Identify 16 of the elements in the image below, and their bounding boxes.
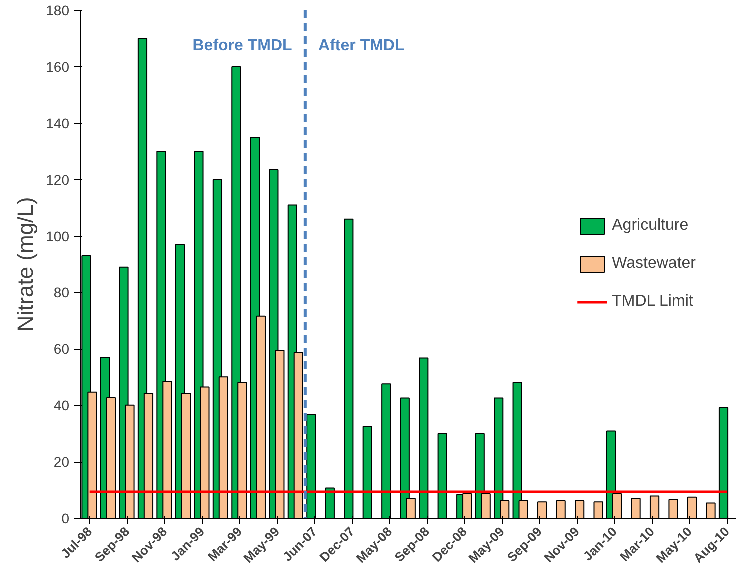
y-tick-label: 0 <box>62 510 70 526</box>
legend-label: Agriculture <box>612 217 689 235</box>
y-tick-label: 120 <box>46 172 70 188</box>
legend-label: TMDL Limit <box>612 293 694 311</box>
y-tick-label: 60 <box>54 341 70 358</box>
y-axis-title: Nitrate (mg/L) <box>13 197 38 332</box>
y-tick-label: 40 <box>54 398 70 414</box>
legend-label: Wastewater <box>612 255 696 273</box>
y-tick-label: 80 <box>54 284 70 301</box>
annotation: Before TMDL <box>192 38 293 55</box>
y-tick-label: 20 <box>54 454 70 470</box>
annotation: After TMDL <box>318 38 405 55</box>
y-tick-label: 180 <box>46 2 70 18</box>
y-tick-label: 160 <box>46 58 70 75</box>
y-tick-label: 140 <box>46 115 70 132</box>
y-tick-label: 100 <box>46 228 70 244</box>
